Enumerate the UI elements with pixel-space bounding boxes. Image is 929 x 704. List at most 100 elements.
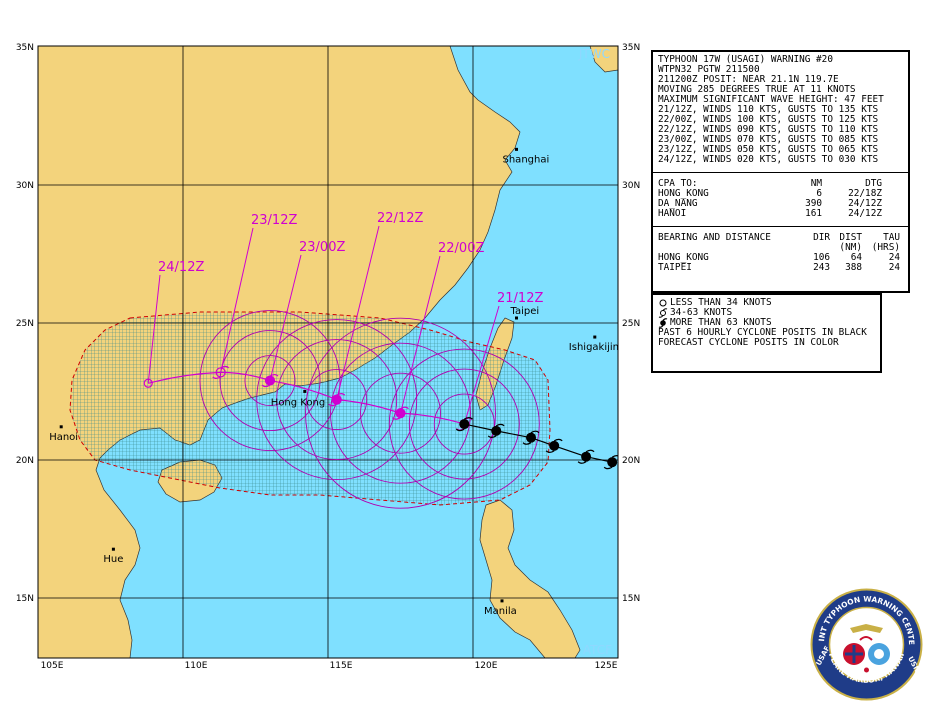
wind-radius-circle [199,310,341,452]
bearing-cell: 106 [813,252,830,263]
legend-item: 34-63 KNOTS [658,308,875,318]
lat-label: 25N [622,319,640,329]
legend-item: LESS THAN 34 KNOTS [658,298,875,308]
bearing-cell: 24 [888,262,900,273]
past-position-icon [545,438,563,453]
label-leader-lines [147,225,500,425]
lat-axis-right: 35N 30N 25N 20N 15N [622,43,640,604]
city-label: Taipei [510,306,540,317]
city-markers: Shanghai Taipei Ishigakijima Hong Kong Hanoi… [49,147,618,617]
cpa-table: CPA TO: NM DTG HONG_KONG 6 22/18Z DA_NAN… [658,179,903,219]
cpa-cell: 161 [805,208,822,219]
warning-line: 23/00Z, WINDS 070 KTS, GUSTS TO 085 KTS [658,134,879,145]
lat-label: 20N [622,456,640,466]
warning-panel: TYPHOON 17W (USAGI) WARNING #20 WTPN32 P… [651,50,910,293]
bearing-cell: TAIPEI [658,262,692,273]
cpa-header: NM [810,178,822,189]
forecast-time-label: 22/00Z [438,241,484,256]
open-cyclone-icon [658,308,668,318]
forecast-track-line [148,371,465,425]
bearing-subheader: (NM) [839,242,862,253]
warning-line: MAXIMUM SIGNIFICANT WAVE HEIGHT: 47 FEET [658,94,884,105]
wind-radius-circle [306,369,368,431]
legend-item: FORECAST CYCLONE POSITS IN COLOR [658,338,875,348]
cpa-cell: DA_NANG [658,198,698,209]
brand-atcf: ATCF [583,643,612,657]
cpa-cell: HANOI [658,208,687,219]
legend-text: LESS THAN 34 KNOTS [670,297,772,308]
divider [653,172,908,173]
warning-line: MOVING 285 DEGREES TRUE AT 11 KNOTS [658,84,856,95]
wind-radius-circle [219,330,321,432]
warning-line: 21/12Z, WINDS 110 KTS, GUSTS TO 135 KTS [658,104,879,115]
past-position-icon [487,423,505,438]
lon-label: 115E [330,661,353,671]
legend-item: MORE THAN 63 KNOTS [658,318,875,328]
lat-label: 30N [622,181,640,191]
wind-radius-circle [388,348,540,500]
wind-radius-circle [305,317,496,509]
japan-land [589,46,618,73]
warning-line: 211200Z POSIT: NEAR 21.1N 119.7E [658,74,839,85]
filled-cyclone-icon [658,318,668,328]
legend-text: PAST 6 HOURLY CYCLONE POSITS IN BLACK [658,327,867,338]
cpa-cell: 6 [816,188,822,199]
past-position-icon [455,416,473,432]
cpa-cell: 24/12Z [848,208,882,219]
divider [653,226,908,227]
city-label: Hanoi [49,432,78,443]
forecast-time-label: 23/00Z [299,240,345,255]
bearing-cell: 388 [845,262,862,273]
wind-radius-circle [244,355,296,407]
city-marker: Taipei [510,306,540,320]
warning-line: 24/12Z, WINDS 020 KTS, GUSTS TO 030 KTS [658,154,879,165]
forecast-time-label: 24/12Z [158,260,204,275]
city-label: Manila [484,606,517,617]
bearing-header: TAU [883,232,900,243]
cpa-header: DTG [865,178,882,189]
warning-line: 22/00Z, WINDS 100 KTS, GUSTS TO 125 KTS [658,114,879,125]
forecast-time-label: 22/12Z [377,211,423,226]
forecast-position-icon [143,378,153,388]
lat-label: 15N [16,594,34,604]
legend-item: PAST 6 HOURLY CYCLONE POSITS IN BLACK [658,328,875,338]
forecast-time-label: 21/12Z [497,291,543,306]
legend-text: FORECAST CYCLONE POSITS IN COLOR [658,337,839,348]
lat-label: 30N [16,181,34,191]
cpa-cell: 24/12Z [848,198,882,209]
past-positions [455,416,618,470]
past-position-icon [603,455,618,470]
city-dot-icon [593,335,597,339]
city-label: Shanghai [503,154,550,165]
forecast-position-icon [328,393,346,407]
wind-radius-circle [360,372,441,454]
city-marker: Hue [103,547,123,565]
lon-label: 125E [595,661,618,671]
wind-radius-circle [330,342,471,484]
legend-panel: LESS THAN 34 KNOTS 34-63 KNOTS MORE THAN… [651,293,882,373]
lon-label: 105E [41,661,64,671]
wind-radius-circle [256,319,418,481]
forecast-position-icon [392,406,409,420]
lon-label: 120E [475,661,498,671]
city-label: Hong Kong [271,397,325,408]
city-dot-icon [515,147,518,151]
warning-line: TYPHOON 17W (USAGI) WARNING #20 [658,54,833,65]
bearing-cell: 243 [813,262,830,273]
bearing-table: BEARING AND DISTANCE DIR DIST TAU (NM) (… [658,233,903,273]
wind-radius-circle [433,393,495,455]
city-dot-icon [515,316,518,320]
bearing-cell: 24 [888,252,900,263]
map-border [37,45,619,659]
cpa-cell: 22/18Z [848,188,882,199]
warning-line: 22/12Z, WINDS 090 KTS, GUSTS TO 110 KTS [658,124,879,135]
lat-label: 25N [16,319,34,329]
bearing-subheader: (HRS) [871,242,900,253]
lon-axis: 105E 110E 115E 120E 125E [41,661,618,671]
legend-text: MORE THAN 63 KNOTS [670,317,772,328]
lat-label: 35N [622,43,640,53]
wind-radii [199,310,540,509]
danger-area [69,311,551,506]
warning-line: 23/12Z, WINDS 050 KTS, GUSTS TO 065 KTS [658,144,879,155]
